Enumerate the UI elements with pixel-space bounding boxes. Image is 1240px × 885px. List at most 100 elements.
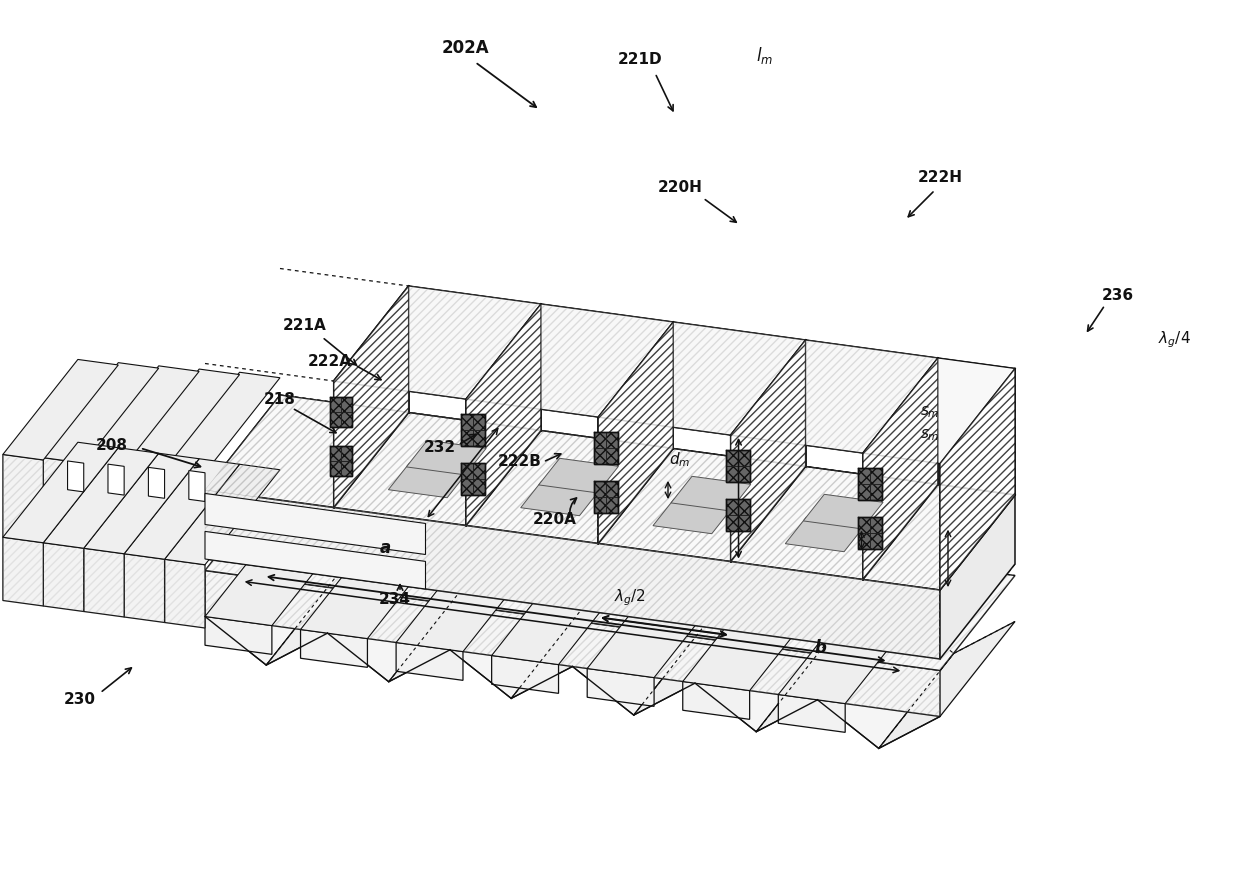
Polygon shape	[779, 695, 846, 733]
Polygon shape	[165, 373, 280, 473]
Polygon shape	[389, 555, 525, 681]
Text: $l_m$: $l_m$	[756, 44, 774, 65]
Polygon shape	[2, 537, 43, 606]
Polygon shape	[43, 448, 159, 548]
Polygon shape	[461, 414, 485, 446]
Polygon shape	[124, 369, 239, 470]
Text: 222A: 222A	[308, 355, 352, 370]
Polygon shape	[863, 358, 937, 580]
Polygon shape	[491, 656, 558, 693]
Text: 234: 234	[379, 592, 410, 607]
Polygon shape	[43, 543, 84, 612]
Polygon shape	[267, 538, 403, 666]
Text: 222B: 222B	[498, 455, 542, 470]
Polygon shape	[124, 464, 165, 559]
Polygon shape	[817, 604, 954, 749]
Text: $s_m$: $s_m$	[920, 427, 940, 442]
Polygon shape	[84, 461, 124, 554]
Polygon shape	[511, 572, 647, 698]
Polygon shape	[205, 395, 280, 559]
Polygon shape	[396, 548, 538, 651]
Polygon shape	[84, 548, 124, 617]
Polygon shape	[694, 589, 831, 732]
Polygon shape	[165, 465, 280, 565]
Polygon shape	[407, 441, 486, 475]
Polygon shape	[940, 368, 1016, 590]
Text: 221D: 221D	[618, 52, 662, 67]
Polygon shape	[785, 517, 866, 551]
Polygon shape	[205, 617, 272, 654]
Polygon shape	[2, 442, 118, 543]
Polygon shape	[858, 517, 883, 550]
Polygon shape	[779, 599, 920, 704]
Polygon shape	[388, 463, 469, 497]
Polygon shape	[727, 450, 750, 481]
Polygon shape	[124, 458, 239, 559]
Polygon shape	[300, 535, 443, 639]
Polygon shape	[165, 467, 205, 565]
Polygon shape	[940, 495, 1016, 659]
Text: 202A: 202A	[441, 39, 489, 57]
Polygon shape	[149, 467, 165, 498]
Polygon shape	[521, 481, 600, 516]
Polygon shape	[205, 395, 1016, 590]
Polygon shape	[727, 499, 750, 531]
Polygon shape	[879, 621, 1016, 749]
Text: 222H: 222H	[918, 171, 962, 186]
Polygon shape	[84, 453, 200, 554]
Polygon shape	[396, 643, 463, 681]
Text: $\lambda_g/4$: $\lambda_g/4$	[1158, 330, 1190, 350]
Polygon shape	[300, 629, 367, 667]
Text: a: a	[379, 539, 391, 557]
Polygon shape	[43, 458, 84, 548]
Polygon shape	[671, 476, 750, 511]
Polygon shape	[205, 490, 940, 659]
Polygon shape	[330, 446, 352, 476]
Text: 236: 236	[1102, 288, 1135, 303]
Polygon shape	[205, 475, 1016, 671]
Polygon shape	[327, 538, 464, 681]
Polygon shape	[573, 572, 709, 715]
Polygon shape	[67, 461, 84, 492]
Polygon shape	[588, 668, 653, 706]
Polygon shape	[598, 322, 673, 543]
Polygon shape	[205, 531, 425, 589]
Polygon shape	[683, 587, 825, 690]
Polygon shape	[588, 573, 729, 678]
Text: 220A: 220A	[533, 512, 577, 527]
Polygon shape	[450, 555, 587, 698]
Text: $\lambda_g/2$: $\lambda_g/2$	[614, 588, 646, 608]
Polygon shape	[598, 322, 806, 435]
Polygon shape	[863, 358, 1016, 464]
Polygon shape	[594, 481, 618, 513]
Text: 220H: 220H	[657, 181, 702, 196]
Polygon shape	[756, 604, 893, 732]
Text: 221A: 221A	[283, 318, 327, 333]
Polygon shape	[165, 559, 205, 628]
Text: 208: 208	[95, 437, 128, 452]
Polygon shape	[2, 359, 118, 460]
Polygon shape	[205, 571, 940, 717]
Polygon shape	[334, 286, 409, 507]
Polygon shape	[205, 494, 425, 555]
Polygon shape	[653, 499, 733, 534]
Polygon shape	[2, 455, 43, 543]
Polygon shape	[858, 468, 883, 500]
Polygon shape	[466, 304, 673, 417]
Polygon shape	[188, 471, 205, 502]
Polygon shape	[804, 495, 883, 529]
Polygon shape	[466, 304, 541, 526]
Polygon shape	[730, 340, 937, 453]
Polygon shape	[334, 286, 541, 399]
Polygon shape	[538, 458, 619, 493]
Text: 232: 232	[424, 441, 456, 456]
Text: b: b	[815, 639, 826, 657]
Polygon shape	[594, 432, 618, 464]
Text: $d_m$: $d_m$	[670, 450, 691, 469]
Polygon shape	[205, 521, 347, 626]
Polygon shape	[491, 560, 634, 665]
Polygon shape	[84, 366, 200, 466]
Polygon shape	[124, 554, 165, 622]
Polygon shape	[634, 589, 770, 715]
Text: $s_m$: $s_m$	[920, 404, 940, 419]
